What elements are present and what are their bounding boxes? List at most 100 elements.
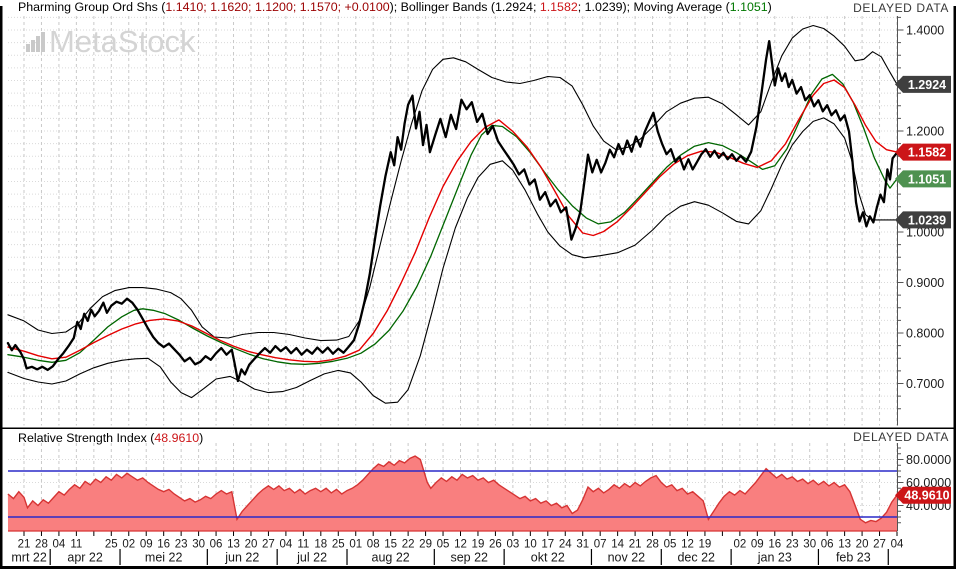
svg-text:23: 23: [786, 539, 799, 551]
price-badge-bollinger-mid: 1.1582: [895, 143, 951, 161]
svg-text:0.8000: 0.8000: [906, 327, 944, 341]
svg-text:28: 28: [646, 539, 659, 551]
date-axis-day-labels: 21 28 04 11 25 02 09 16 23 30 06 13 20 27 04 11 18 25 01 08…: [18, 539, 904, 551]
title-moving-average-value: 1.1051: [729, 0, 768, 14]
svg-text:05: 05: [664, 539, 677, 551]
svg-text:20: 20: [245, 539, 258, 551]
svg-text:24: 24: [559, 539, 572, 551]
svg-text:02: 02: [733, 539, 746, 551]
metastock-logo-icon: [26, 32, 46, 53]
right-border: [953, 6, 956, 569]
svg-text:16: 16: [768, 539, 781, 551]
svg-text:09: 09: [140, 539, 153, 551]
svg-text:0.7000: 0.7000: [906, 377, 944, 391]
price-badge-moving-average: 1.1051: [895, 170, 951, 188]
svg-text:1.1582: 1.1582: [908, 146, 946, 160]
metastock-watermark: MetaStock: [26, 24, 196, 59]
svg-text:11: 11: [297, 539, 309, 551]
rsi-title-label: Relative Strength Index (: [18, 431, 155, 445]
bottom-border: [0, 566, 956, 569]
price-chart-title: Pharming Group Ord Shs (1.1410; 1.1620; …: [18, 0, 772, 15]
svg-text:aug 22: aug 22: [372, 551, 410, 565]
svg-text:13: 13: [227, 539, 240, 551]
rsi-title: Relative Strength Index (48.9610): [18, 431, 203, 446]
svg-text:12: 12: [681, 539, 694, 551]
svg-text:30: 30: [803, 539, 816, 551]
rsi-title-value: 48.9610: [154, 431, 200, 445]
date-axis-ticks: [23, 531, 898, 536]
svg-text:1.2924: 1.2924: [908, 78, 946, 92]
rsi-area: [7, 456, 897, 531]
title-bollinger-upper-value: 1.2924: [495, 0, 533, 14]
svg-text:sep 22: sep 22: [450, 551, 488, 565]
svg-text:26: 26: [489, 539, 502, 551]
svg-text:22: 22: [402, 539, 415, 551]
title-bollinger-mid-value: 1.1582: [539, 0, 578, 14]
svg-text:01: 01: [349, 539, 362, 551]
svg-text:mei 22: mei 22: [145, 551, 183, 565]
svg-text:19: 19: [472, 539, 485, 551]
price-badge-bollinger-mid-shape: [895, 143, 951, 161]
svg-text:1.4000: 1.4000: [906, 24, 944, 38]
svg-text:28: 28: [35, 539, 48, 551]
svg-text:11: 11: [70, 539, 82, 551]
rsi-title-close-paren: ): [199, 431, 204, 445]
date-axis-month-labels: mrt 22 apr 22 mei 22 jun 22 jul 22 aug 22 sep …: [11, 549, 889, 565]
metastock-watermark-text: MetaStock: [49, 24, 196, 59]
svg-text:04: 04: [280, 539, 293, 551]
svg-text:jan 23: jan 23: [757, 551, 792, 565]
frame-borders: [0, 6, 956, 569]
delayed-data-label-price-panel: DELAYED DATA: [853, 1, 949, 15]
rsi-axis-badges: 48.9610: [895, 486, 951, 504]
svg-text:25: 25: [332, 539, 345, 551]
svg-text:okt 22: okt 22: [531, 551, 565, 565]
svg-text:25: 25: [105, 539, 118, 551]
left-border: [0, 6, 3, 569]
rsi-value-badge-shape: [895, 486, 951, 504]
svg-text:20: 20: [856, 539, 869, 551]
svg-text:17: 17: [541, 539, 554, 551]
svg-text:1.0239: 1.0239: [908, 213, 946, 227]
svg-text:feb 23: feb 23: [836, 551, 871, 565]
svg-text:06: 06: [210, 539, 223, 551]
price-badge-bollinger-lower: 1.0239: [895, 211, 951, 229]
svg-text:1.2000: 1.2000: [906, 125, 944, 139]
svg-text:15: 15: [384, 539, 397, 551]
svg-text:06: 06: [821, 539, 834, 551]
svg-text:30: 30: [192, 539, 205, 551]
svg-text:0.9000: 0.9000: [906, 276, 944, 290]
price-badge-bollinger-lower-shape: [895, 211, 951, 229]
svg-text:60.0000: 60.0000: [906, 476, 951, 490]
svg-text:05: 05: [437, 539, 450, 551]
svg-text:07: 07: [594, 539, 607, 551]
svg-text:23: 23: [175, 539, 188, 551]
svg-text:1.1051: 1.1051: [908, 172, 946, 186]
svg-text:04: 04: [891, 539, 904, 551]
title-close-paren: ): [767, 0, 772, 14]
price-vertical-gridlines: [23, 16, 898, 426]
svg-text:27: 27: [873, 539, 886, 551]
svg-text:14: 14: [611, 539, 624, 551]
title-symbol: Pharming Group Ord Shs (: [18, 0, 166, 14]
price-line: [6, 39, 899, 383]
svg-text:18: 18: [314, 539, 327, 551]
bollinger-mid-line: [7, 79, 898, 363]
svg-text:02: 02: [122, 539, 135, 551]
price-badge-bollinger-upper-shape: [895, 75, 951, 93]
moving-average-line: [7, 73, 898, 365]
svg-text:jun 22: jun 22: [224, 551, 259, 565]
price-horizontal-gridlines: [8, 16, 897, 410]
title-ohlc-values: 1.1410; 1.1620; 1.1200; 1.1570; +0.0100: [165, 0, 390, 14]
delayed-data-label-rsi-panel: DELAYED DATA: [853, 430, 949, 444]
svg-text:08: 08: [367, 539, 380, 551]
svg-text:nov 22: nov 22: [608, 551, 646, 565]
svg-text:13: 13: [838, 539, 851, 551]
rsi-outline-line: [7, 455, 898, 524]
price-panel-series: [6, 24, 899, 404]
price-axis-badges: 1.2924 1.1582 1.1051 1.0239: [895, 75, 951, 229]
svg-text:jul 22: jul 22: [296, 551, 327, 565]
svg-text:29: 29: [419, 539, 432, 551]
svg-text:31: 31: [576, 539, 589, 551]
